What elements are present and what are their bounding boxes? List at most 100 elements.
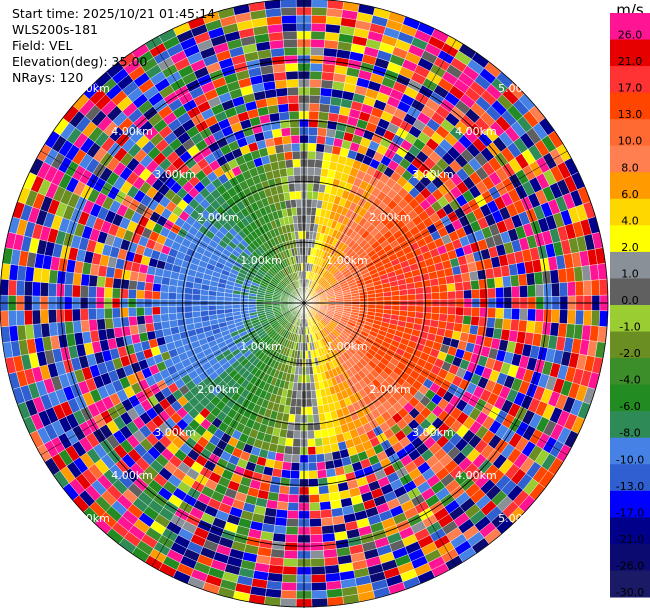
- radar-gate: [288, 110, 300, 120]
- radar-gate: [103, 307, 113, 319]
- radar-gate: [284, 62, 299, 72]
- radar-gate: [308, 126, 318, 136]
- radar-gate: [271, 128, 283, 139]
- radar-gate: [284, 542, 298, 552]
- radar-gate: [323, 556, 339, 567]
- radar-gate: [463, 307, 473, 317]
- radar-gate: [285, 70, 299, 80]
- radar-gate: [549, 269, 560, 284]
- radar-gate: [414, 287, 424, 295]
- radar-gate: [322, 444, 332, 454]
- range-ring-label: 3.00km: [412, 168, 454, 181]
- radar-gate: [281, 22, 298, 33]
- radar-gate: [231, 304, 241, 309]
- radar-gate: [239, 304, 249, 309]
- radar-gate: [288, 102, 300, 112]
- radar-gate: [320, 516, 334, 527]
- radar-gate: [291, 142, 301, 152]
- radar-gate: [79, 285, 89, 298]
- radar-gate: [282, 453, 293, 463]
- radar-gate: [183, 305, 193, 313]
- radar-gate: [468, 324, 479, 336]
- radar-gate: [453, 322, 463, 333]
- radar-gate: [168, 285, 178, 294]
- radar-gate: [274, 516, 288, 527]
- radar-gate: [129, 324, 140, 336]
- radar-gate: [470, 315, 480, 327]
- radar-gate: [281, 135, 292, 145]
- radar-gate: [300, 254, 304, 264]
- radar-gate: [215, 295, 225, 302]
- radar-gate: [323, 452, 334, 462]
- radar-gate: [291, 150, 301, 160]
- radar-gate: [309, 62, 324, 72]
- radar-gate: [315, 453, 326, 463]
- radar-gate: [291, 454, 301, 464]
- radar-gate: [471, 307, 481, 317]
- radar-gate: [129, 270, 140, 282]
- radar-gate: [495, 287, 505, 299]
- radar-gate: [308, 134, 318, 144]
- radar-gate: [88, 319, 98, 332]
- radar-gate: [306, 390, 312, 400]
- radar-gate: [296, 214, 303, 224]
- radar-gate: [310, 550, 325, 560]
- radar-gate: [429, 278, 440, 287]
- radar-gate: [136, 280, 146, 291]
- colorbar-tick-label: 2.0: [621, 241, 639, 254]
- radar-gate: [216, 309, 225, 315]
- radar-gate: [200, 310, 210, 317]
- radar-gate: [447, 306, 457, 316]
- radar-gate: [437, 276, 447, 286]
- radar-gate: [527, 284, 537, 298]
- radar-gate: [273, 524, 287, 535]
- radar-gate: [519, 285, 529, 298]
- radar-gate: [307, 142, 317, 152]
- range-ring-label: 4.00km: [455, 469, 497, 482]
- radar-gate: [297, 222, 303, 232]
- radar-gate: [283, 445, 293, 455]
- radar-gate: [255, 303, 265, 307]
- radar-gate: [455, 290, 465, 300]
- radar-gate: [273, 460, 284, 470]
- radar-gate: [87, 285, 97, 298]
- radar-gate: [321, 71, 335, 82]
- radar-gate: [272, 63, 286, 74]
- ppi-plot: 1.00km1.00km1.00km1.00km2.00km2.00km2.00…: [0, 0, 609, 608]
- radar-gate: [269, 39, 285, 50]
- radar-gate: [304, 342, 308, 352]
- radar-gate: [454, 314, 464, 325]
- colorbar-tick-label: -10.0: [616, 453, 644, 466]
- range-ring-label: 2.00km: [197, 383, 239, 396]
- nrays-label: NRays: 120: [12, 70, 84, 85]
- radar-gate: [270, 47, 285, 58]
- colorbar-tick-label: 6.0: [621, 188, 639, 201]
- radar-gate: [283, 558, 298, 568]
- radar-gate: [310, 46, 325, 56]
- radar-gate: [310, 573, 327, 584]
- radar-gate: [71, 284, 81, 298]
- radar-gate: [446, 314, 456, 324]
- radar-gate: [80, 273, 91, 287]
- radar-gate: [438, 284, 448, 293]
- elevation-label: Elevation(deg): 35.00: [12, 54, 148, 69]
- radar-gate: [294, 414, 302, 424]
- radar-gate: [103, 287, 113, 299]
- radar-gate: [323, 548, 338, 559]
- radar-gate: [207, 305, 217, 311]
- radar-gate: [567, 281, 577, 297]
- radar-gate: [316, 461, 327, 471]
- radar-gate: [15, 280, 26, 296]
- radar-gate: [64, 271, 75, 285]
- radar-gate: [494, 317, 504, 330]
- radar-gate: [168, 312, 178, 321]
- radar-gate: [543, 283, 553, 297]
- radar-gate: [296, 390, 302, 400]
- radar-gate: [47, 282, 57, 297]
- radar-gate: [293, 223, 299, 232]
- radar-gate: [503, 308, 513, 320]
- radar-gate: [316, 469, 328, 479]
- radar-gate: [143, 306, 153, 316]
- radar-gate: [527, 308, 537, 322]
- radar-gate: [307, 166, 315, 176]
